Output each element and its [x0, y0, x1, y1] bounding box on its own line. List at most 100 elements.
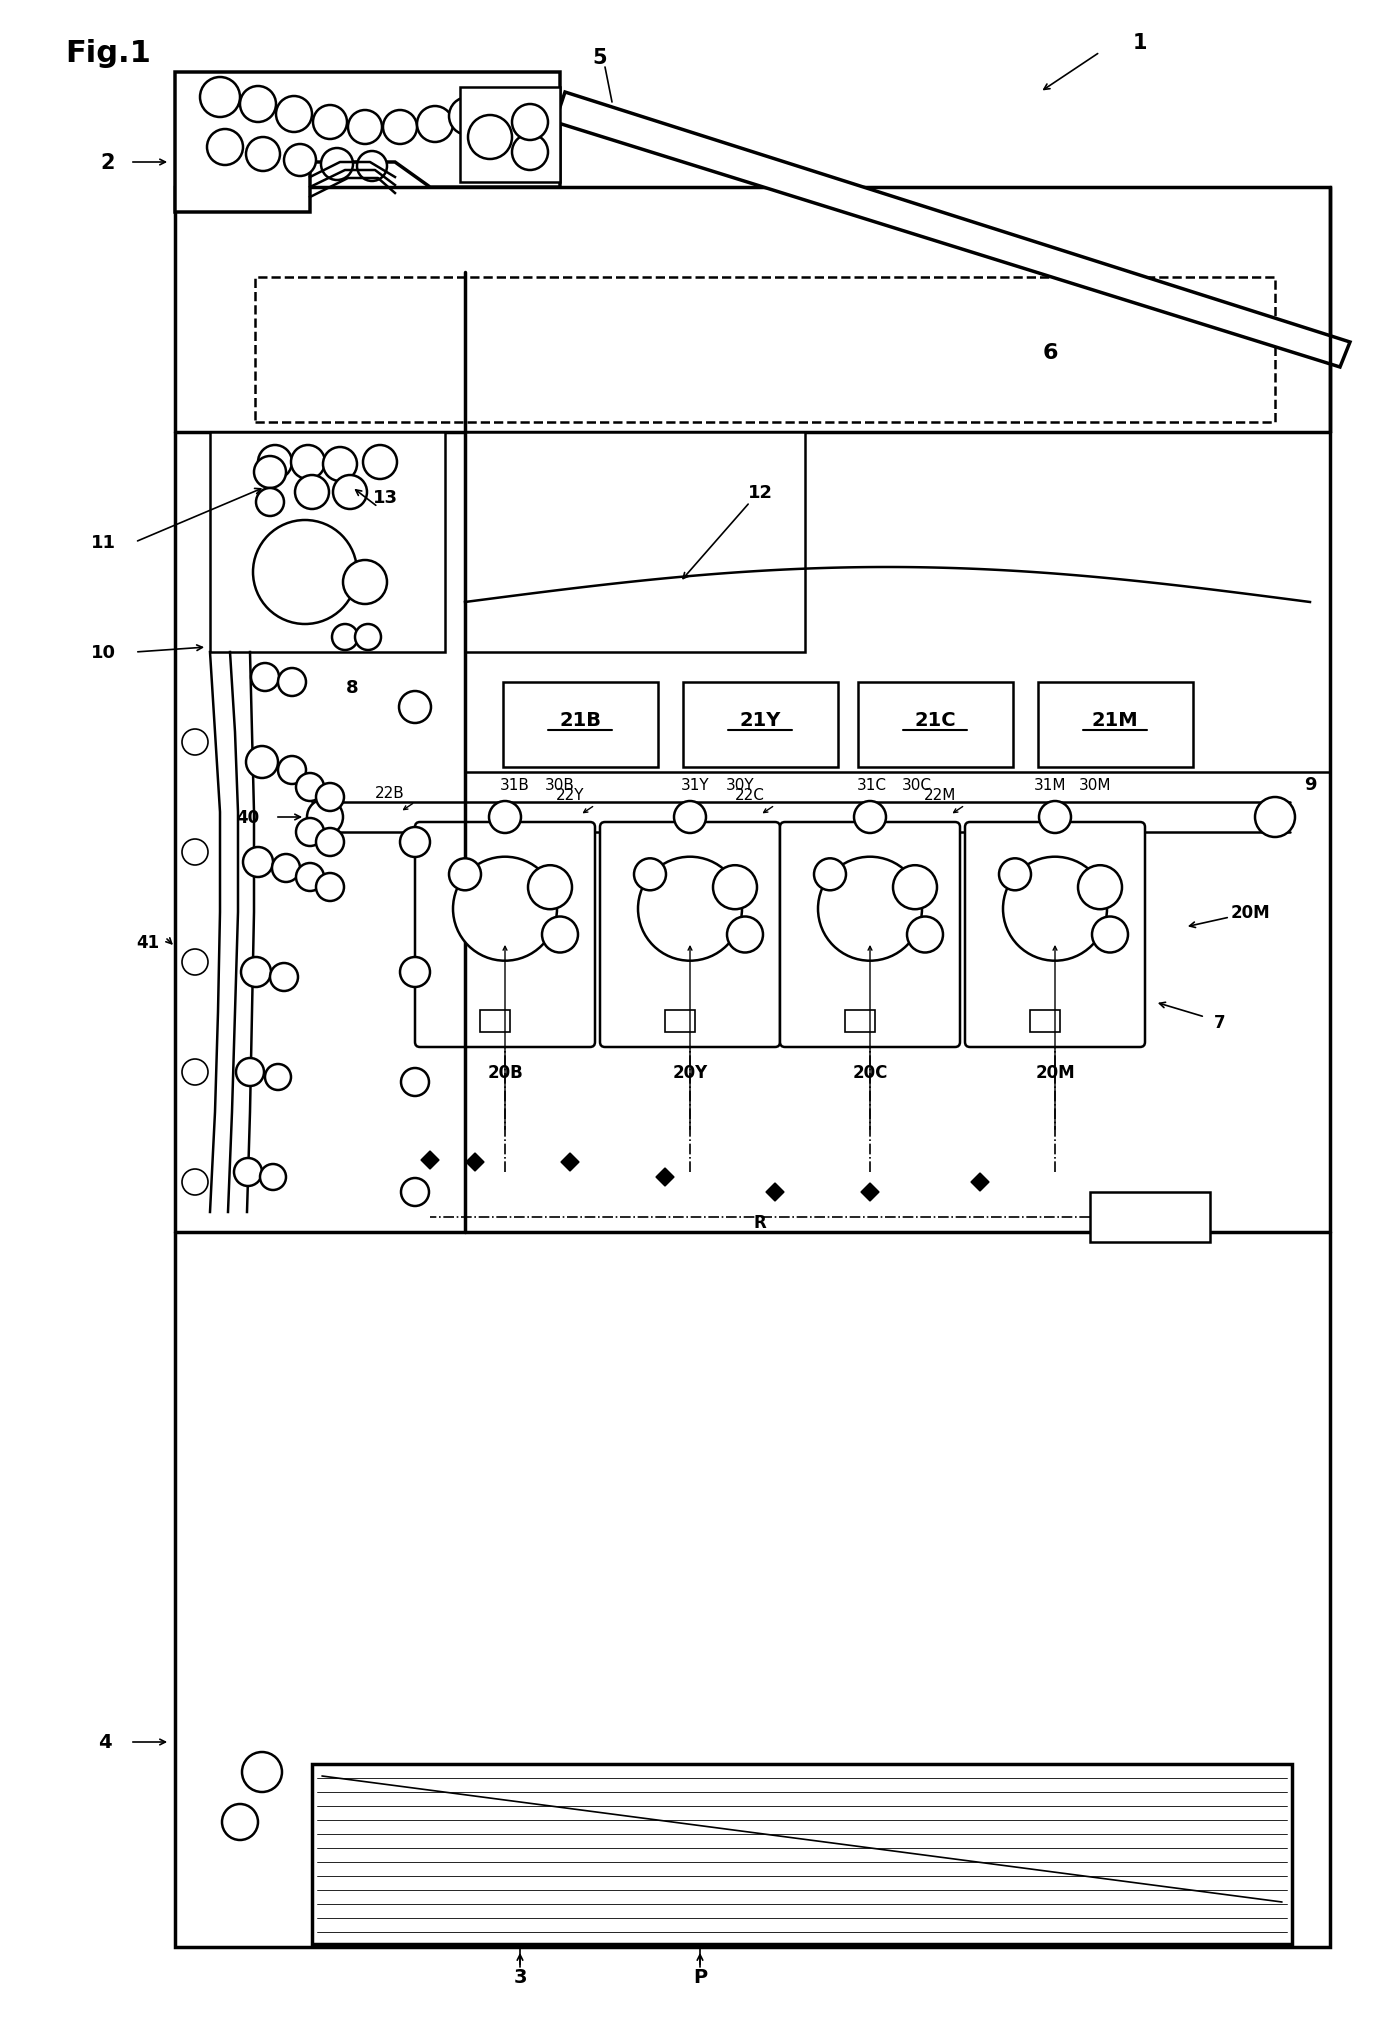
Text: 20M: 20M	[1035, 1063, 1074, 1081]
Text: 30M: 30M	[1079, 776, 1112, 792]
Circle shape	[855, 801, 886, 833]
Text: 6: 6	[1043, 343, 1058, 364]
Circle shape	[1003, 858, 1107, 961]
Circle shape	[633, 860, 666, 890]
Text: 10: 10	[91, 644, 115, 662]
Circle shape	[541, 916, 578, 953]
Bar	[210, 433, 445, 652]
Circle shape	[256, 490, 284, 516]
Text: 1: 1	[1132, 33, 1147, 53]
FancyBboxPatch shape	[600, 823, 780, 1046]
Text: 22Y: 22Y	[555, 788, 584, 803]
Bar	[683, 683, 838, 768]
Bar	[665, 1010, 695, 1032]
Circle shape	[401, 1179, 429, 1207]
Polygon shape	[561, 1154, 578, 1170]
Circle shape	[713, 866, 757, 910]
Bar	[845, 1010, 875, 1032]
Text: 8: 8	[346, 679, 359, 697]
Circle shape	[1079, 866, 1123, 910]
Circle shape	[489, 801, 521, 833]
Bar	[1090, 1193, 1210, 1242]
Text: 20M: 20M	[1230, 904, 1270, 923]
Circle shape	[181, 729, 207, 756]
Text: 21M: 21M	[1092, 711, 1138, 729]
Circle shape	[322, 148, 353, 181]
Text: 30Y: 30Y	[725, 776, 754, 792]
Circle shape	[272, 855, 300, 882]
Bar	[1030, 1010, 1059, 1032]
Polygon shape	[420, 1152, 440, 1170]
Bar	[480, 1010, 510, 1032]
Circle shape	[400, 827, 430, 858]
Bar	[460, 87, 561, 183]
Circle shape	[453, 858, 556, 961]
Circle shape	[236, 1059, 264, 1087]
Circle shape	[278, 669, 306, 697]
Circle shape	[383, 112, 416, 144]
Circle shape	[240, 87, 276, 124]
Text: 4: 4	[98, 1733, 111, 1752]
Circle shape	[1254, 799, 1296, 837]
Circle shape	[348, 112, 382, 144]
Circle shape	[344, 561, 387, 606]
Circle shape	[363, 445, 397, 480]
Circle shape	[291, 445, 326, 480]
FancyBboxPatch shape	[965, 823, 1145, 1046]
Circle shape	[357, 152, 387, 183]
Text: 22B: 22B	[375, 784, 405, 801]
Circle shape	[893, 866, 937, 910]
Circle shape	[999, 860, 1030, 890]
Text: 2: 2	[100, 152, 115, 173]
Text: 30B: 30B	[545, 776, 574, 792]
Text: Fig.1: Fig.1	[65, 39, 151, 67]
Text: 20B: 20B	[488, 1063, 523, 1081]
Circle shape	[181, 1059, 207, 1085]
Circle shape	[1092, 916, 1128, 953]
Bar	[503, 683, 658, 768]
Circle shape	[323, 447, 357, 482]
Text: 20C: 20C	[852, 1063, 888, 1081]
Circle shape	[181, 839, 207, 866]
Circle shape	[1039, 801, 1070, 833]
Polygon shape	[466, 1154, 484, 1170]
Bar	[464, 433, 805, 652]
Text: 31B: 31B	[500, 776, 530, 792]
Circle shape	[201, 77, 240, 118]
Text: 31M: 31M	[1033, 776, 1066, 792]
Circle shape	[400, 957, 430, 988]
Circle shape	[513, 106, 548, 140]
Circle shape	[449, 98, 486, 136]
Text: 31C: 31C	[857, 776, 888, 792]
Circle shape	[295, 475, 328, 510]
Circle shape	[251, 664, 279, 691]
Polygon shape	[655, 1168, 675, 1187]
Circle shape	[223, 1804, 258, 1841]
Circle shape	[727, 916, 763, 953]
Text: 22C: 22C	[735, 788, 765, 803]
Circle shape	[818, 858, 922, 961]
Text: 21B: 21B	[559, 711, 600, 729]
Polygon shape	[765, 1183, 785, 1201]
Circle shape	[813, 860, 846, 890]
FancyBboxPatch shape	[415, 823, 595, 1046]
Circle shape	[253, 520, 357, 624]
Bar	[256, 278, 1275, 423]
Circle shape	[246, 746, 278, 778]
Circle shape	[333, 624, 359, 650]
Circle shape	[401, 1069, 429, 1097]
Polygon shape	[861, 1183, 879, 1201]
Text: 3: 3	[514, 1967, 526, 1987]
FancyBboxPatch shape	[780, 823, 960, 1046]
Circle shape	[243, 847, 273, 878]
Circle shape	[528, 866, 572, 910]
Text: 30C: 30C	[901, 776, 932, 792]
Circle shape	[260, 1164, 286, 1191]
Polygon shape	[174, 73, 561, 213]
Circle shape	[907, 916, 943, 953]
Bar	[174, 187, 1330, 1947]
Text: 5: 5	[592, 49, 607, 67]
Polygon shape	[555, 93, 1351, 368]
Circle shape	[513, 134, 548, 171]
Circle shape	[181, 1170, 207, 1195]
